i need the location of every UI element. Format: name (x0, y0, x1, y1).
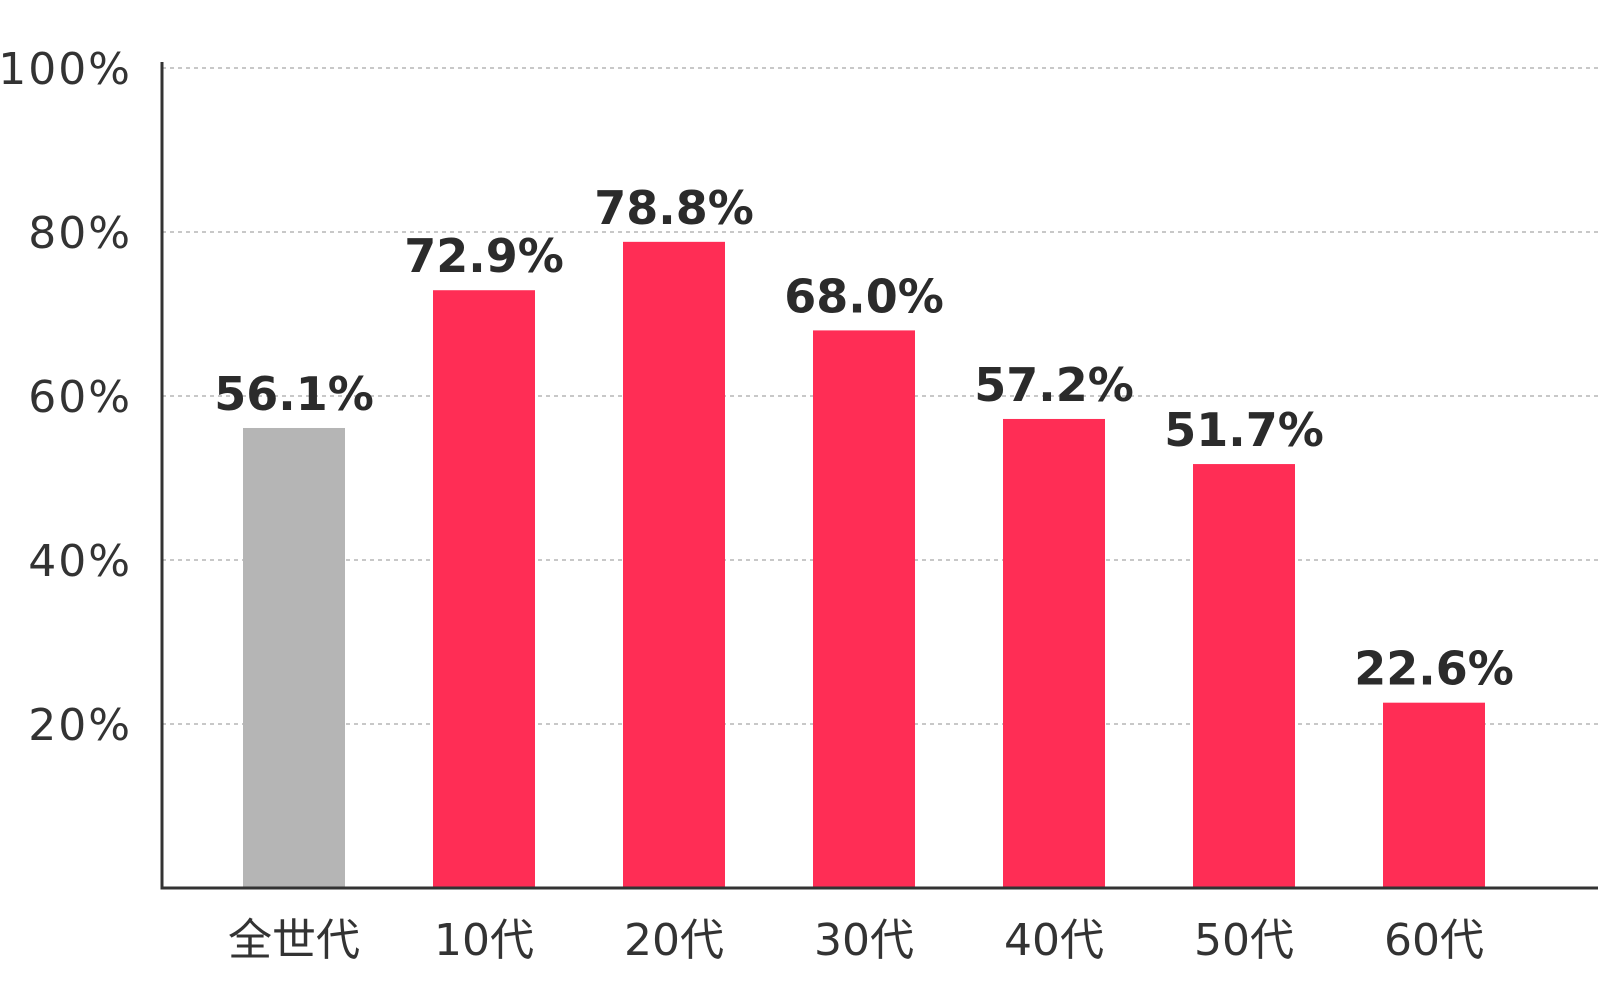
x-tick-label-6: 60代 (1384, 915, 1484, 966)
data-label-5: 51.7% (1164, 403, 1324, 457)
data-label-2: 78.8% (594, 181, 754, 235)
bar-4 (1003, 418, 1105, 888)
y-tick-label-40: 40% (28, 536, 132, 587)
bar-layer (243, 241, 1485, 889)
y-tick-label-100: 100% (0, 44, 132, 95)
bar-5 (1193, 464, 1295, 888)
axis-layer (160, 62, 1598, 890)
y-tick-label-60: 60% (28, 372, 132, 423)
label-layer: 20% 40% 60% 80% 100% 56.1% 全世代 72.9% 10代 78.8% 20代… (0, 44, 1514, 966)
y-tick-label-20: 20% (28, 700, 132, 751)
data-label-4: 57.2% (974, 358, 1134, 412)
data-label-3: 68.0% (784, 269, 944, 323)
x-tick-label-5: 50代 (1194, 915, 1294, 966)
x-tick-label-1: 10代 (434, 915, 534, 966)
bar-6 (1383, 702, 1485, 888)
bar-1 (433, 290, 535, 889)
bar-2 (623, 241, 725, 889)
data-label-6: 22.6% (1354, 642, 1514, 696)
data-label-1: 72.9% (404, 229, 564, 283)
x-tick-label-3: 30代 (814, 915, 914, 966)
x-tick-label-2: 20代 (624, 915, 724, 966)
x-tick-label-4: 40代 (1004, 915, 1104, 966)
data-label-0: 56.1% (214, 367, 374, 421)
bar-0 (243, 427, 345, 888)
y-tick-label-80: 80% (28, 208, 132, 259)
bar-3 (813, 330, 915, 888)
x-tick-label-0: 全世代 (228, 915, 360, 966)
